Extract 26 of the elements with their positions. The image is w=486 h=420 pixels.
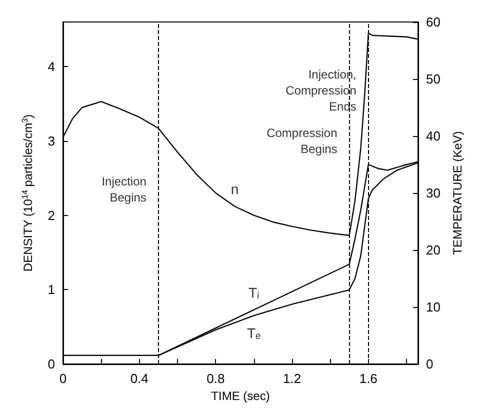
y2-tick-label: 20 [426, 242, 440, 258]
y-tick-label: 3 [48, 133, 55, 148]
x-tick-label: 1.6 [359, 371, 378, 386]
series-label: Tₑ [246, 325, 261, 342]
y-tick-label: 0 [48, 356, 55, 372]
y-tick-label: 4 [48, 59, 55, 74]
y-axis-title: DENSITY (1014 particles/cm3) [20, 114, 35, 272]
y2-tick-label: 60 [426, 14, 440, 30]
y2-axis-title: TEMPERATURE (KeV) [450, 131, 464, 255]
y-tick-label: 1 [48, 282, 55, 298]
x-axis-title: TIME (sec) [211, 388, 270, 403]
series-label: n [230, 180, 239, 197]
annotation: Injection, Compression Ends [286, 67, 356, 114]
x-tick-label: 0.4 [130, 371, 148, 386]
y2-tick-label: 30 [426, 186, 440, 200]
y2-tick-label: 0 [426, 356, 434, 372]
x-tick-label: 1.2 [282, 371, 302, 386]
x-tick-label: 0.8 [206, 371, 225, 386]
y2-tick-label: 10 [426, 300, 440, 314]
series-label: Tᵢ [248, 284, 260, 300]
annotation: Compression Begins [266, 126, 338, 156]
y2-tick-label: 40 [426, 128, 440, 144]
y2-tick-label: 50 [426, 72, 440, 86]
y-tick-label: 2 [48, 208, 55, 223]
x-tick-label: 0 [59, 371, 67, 386]
annotation: Injection Begins [102, 174, 146, 204]
